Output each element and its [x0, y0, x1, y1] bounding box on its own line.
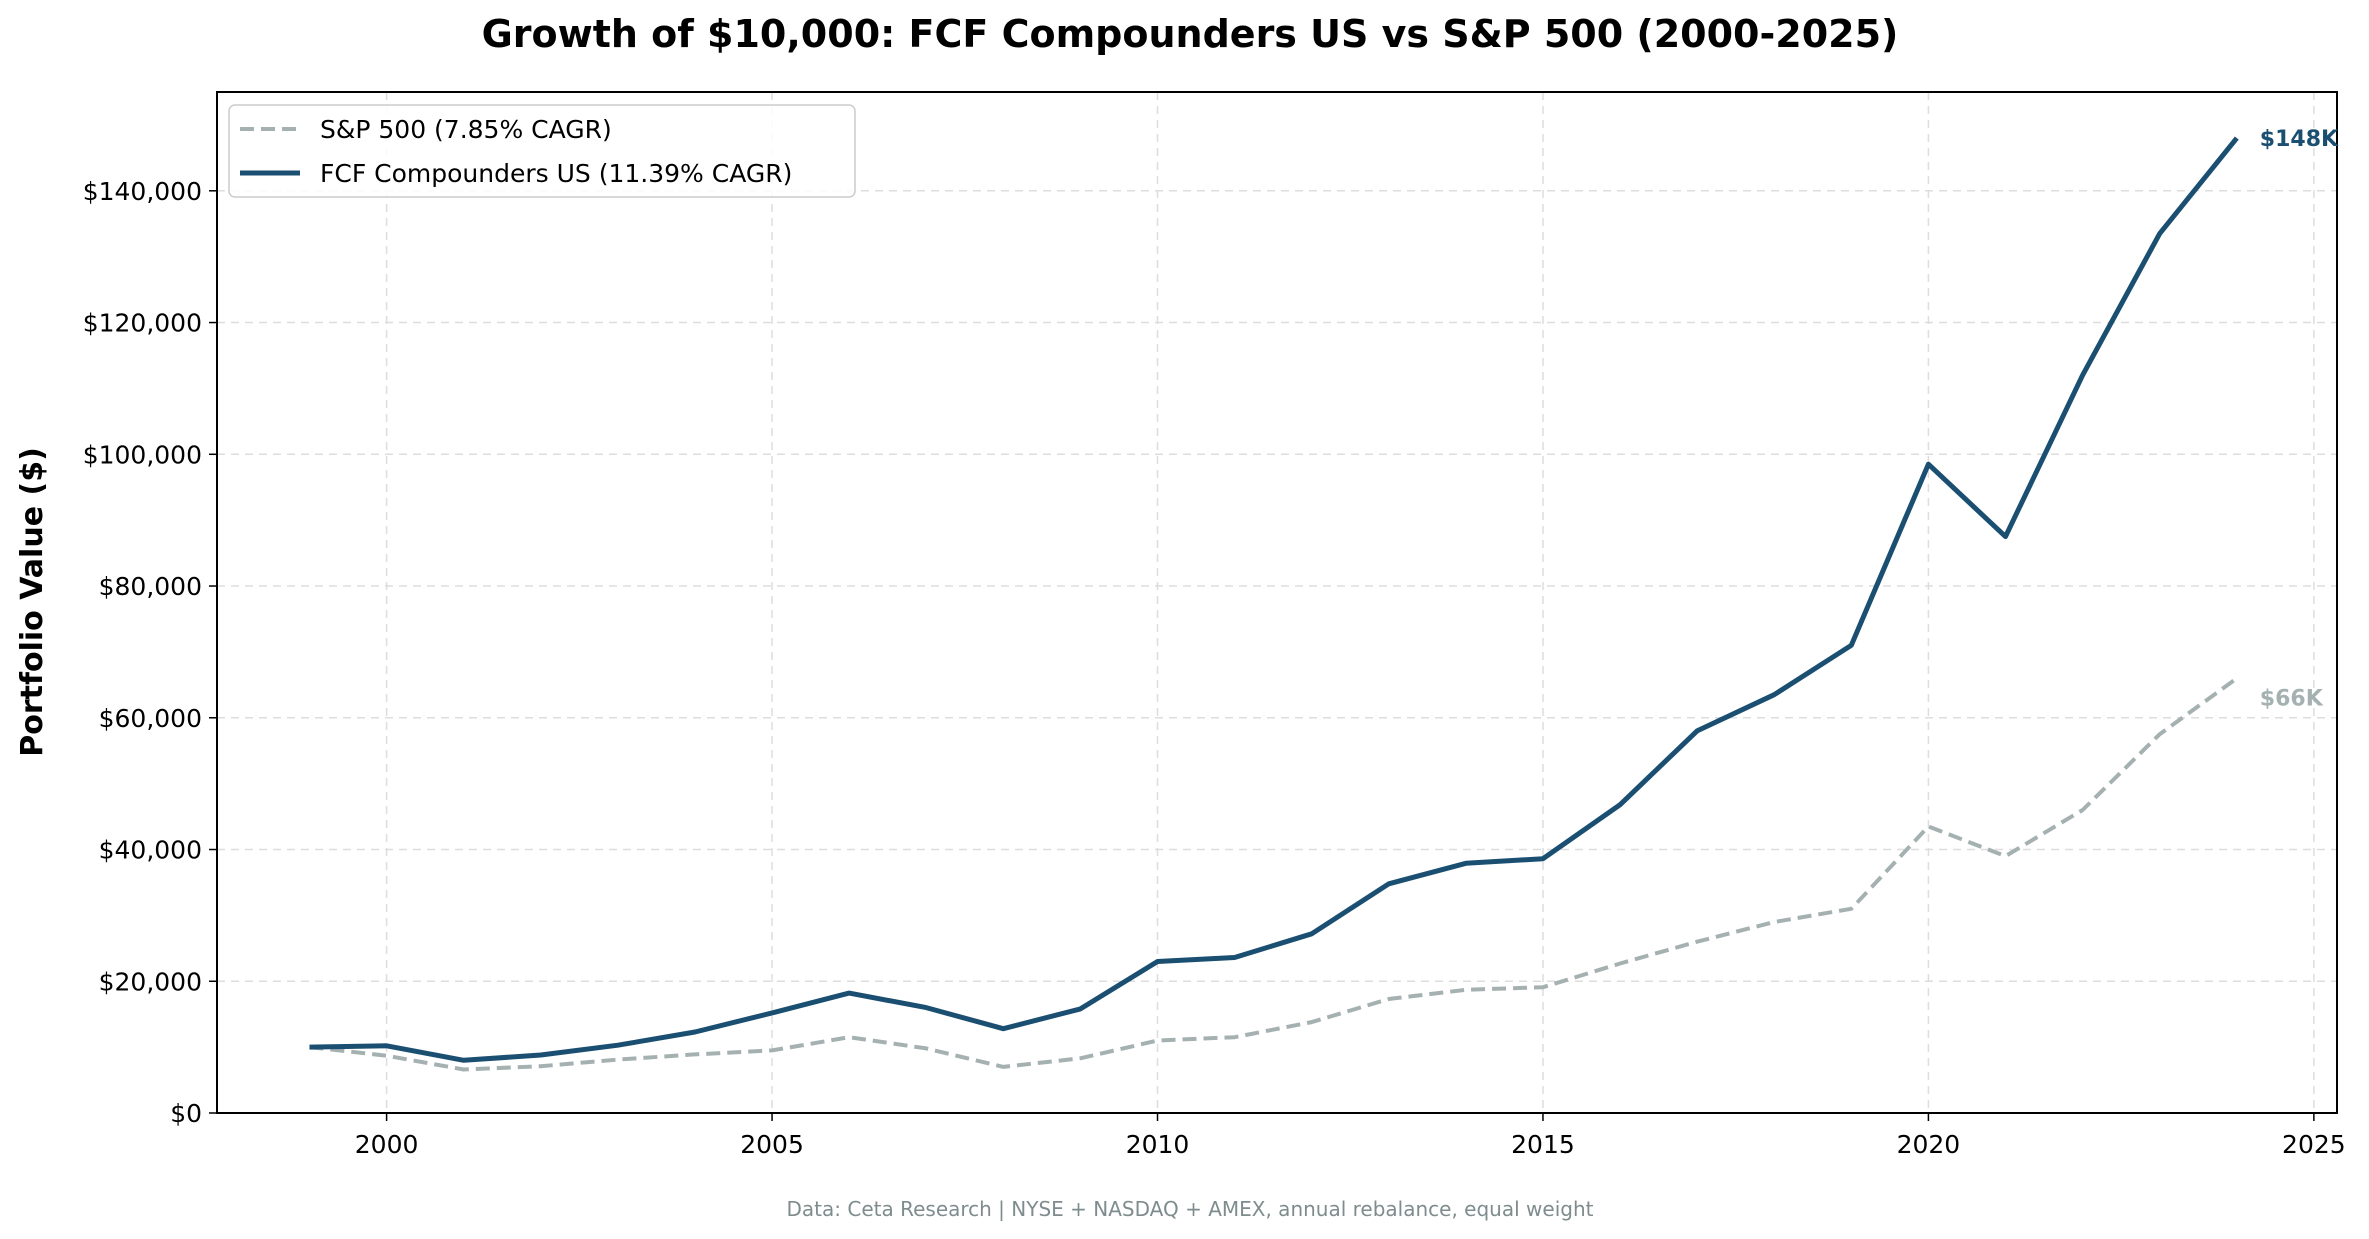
x-tick-label: 2025	[2282, 1130, 2346, 1159]
legend-label: S&P 500 (7.85% CAGR)	[320, 115, 612, 144]
x-tick-label: 2000	[355, 1130, 419, 1159]
legend: S&P 500 (7.85% CAGR) FCF Compounders US (…	[228, 104, 856, 198]
x-tick-label: 2020	[1897, 1130, 1961, 1159]
y-tick-label: $100,000	[83, 440, 202, 469]
x-tick-label: 2005	[740, 1130, 804, 1159]
y-tick-label: $0	[170, 1099, 202, 1128]
y-tick-label: $20,000	[99, 967, 202, 996]
chart-title: Growth of $10,000: FCF Compounders US vs…	[482, 12, 1899, 56]
series-lines	[309, 136, 2239, 1072]
y-tick-label: $80,000	[99, 572, 202, 601]
plot-frame	[216, 91, 2338, 1114]
y-tick-label: $60,000	[99, 704, 202, 733]
end-labels: $66K $148K	[2260, 127, 2339, 711]
x-tick-label: 2015	[1511, 1130, 1575, 1159]
x-axis: 2000 2005 2010 2015 2020 2025	[355, 1113, 2346, 1159]
y-tick-label: $40,000	[99, 836, 202, 865]
legend-box	[228, 104, 856, 198]
x-tick-label: 2010	[1126, 1130, 1190, 1159]
y-axis: $0 $20,000 $40,000 $60,000 $80,000 $100,000 $1…	[83, 177, 217, 1128]
gridlines	[217, 92, 2337, 1114]
y-tick-label: $120,000	[83, 309, 202, 338]
legend-label: FCF Compounders US (11.39% CAGR)	[320, 159, 792, 188]
series-end-label: $148K	[2260, 127, 2339, 152]
series-end-label: $66K	[2260, 686, 2324, 711]
data-source-note: Data: Ceta Research | NYSE + NASDAQ + AM…	[787, 1197, 1594, 1221]
y-axis-label: Portfolio Value ($)	[15, 447, 50, 757]
series-line-1	[309, 136, 2239, 1063]
y-tick-label: $140,000	[83, 177, 202, 206]
series-line-0	[309, 676, 2238, 1072]
